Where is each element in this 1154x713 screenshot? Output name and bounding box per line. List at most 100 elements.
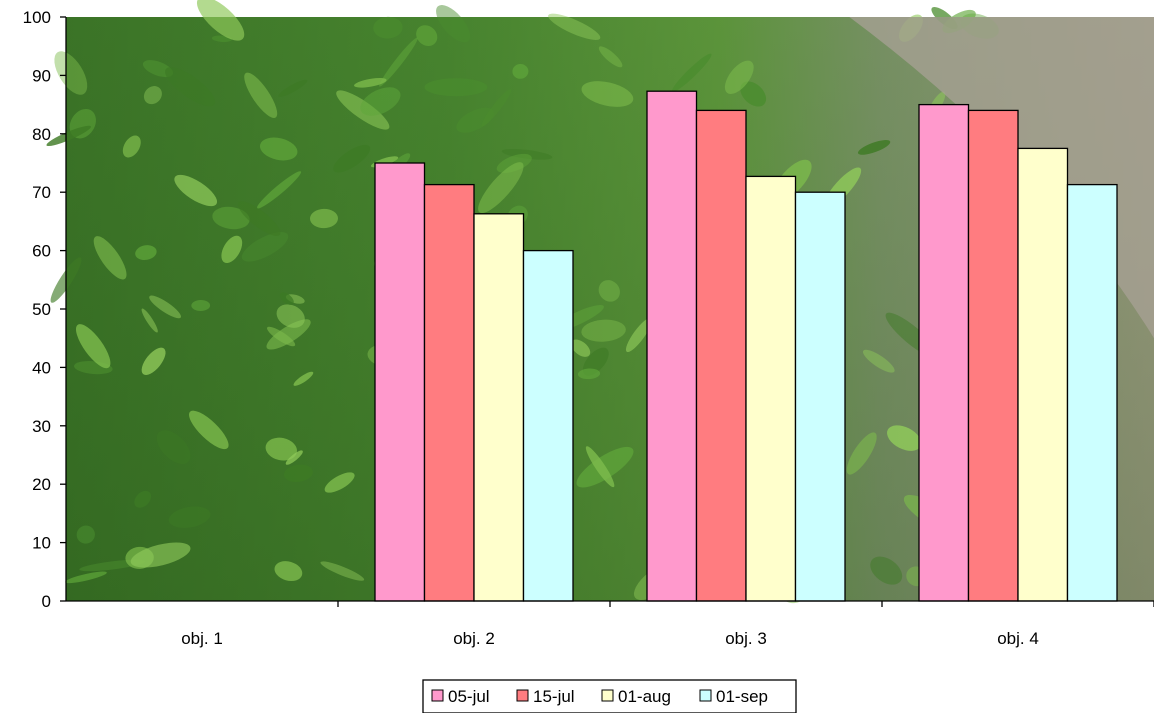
bar-01-sep-obj-3	[794, 191, 846, 602]
leaf-shape	[279, 292, 294, 305]
leaf-shape	[585, 446, 615, 488]
leaf-shape	[598, 280, 620, 302]
bar-15-jul-obj-3	[695, 109, 747, 602]
leaf-shape	[354, 78, 387, 88]
leaf-shape	[265, 437, 298, 461]
leaf-shape	[76, 525, 95, 544]
leaf-shape	[320, 561, 365, 581]
leaf-shape	[274, 561, 303, 582]
leaf-shape	[416, 25, 438, 46]
leaf-shape	[256, 171, 302, 209]
leaf-shape	[54, 51, 88, 95]
legend-label-01-aug: 01-aug	[618, 687, 671, 706]
leaf-shape	[548, 13, 601, 40]
leaf-shape	[196, 0, 245, 41]
leaf-shape	[168, 506, 211, 528]
leaf-shape	[333, 144, 371, 173]
bar-01-aug-obj-3	[745, 175, 797, 602]
leaf-shape	[122, 135, 141, 158]
leaf-shape	[293, 371, 314, 386]
bar-05-jul-obj-3	[646, 90, 698, 602]
bar-01-sep-obj-2	[522, 249, 574, 602]
leaf-shape	[570, 339, 591, 357]
leaf-shape	[724, 60, 754, 95]
leaf-shape	[324, 472, 355, 493]
leaf-shape	[862, 349, 895, 373]
legend: 05-jul 15-jul 01-aug 01-sep	[422, 679, 797, 713]
y-tick-label: 0	[42, 592, 51, 611]
legend-label-15-jul: 15-jul	[533, 687, 575, 706]
leaf-shape	[283, 464, 313, 482]
leaf-shape	[496, 153, 532, 173]
bar-01-aug-obj-4	[1017, 147, 1069, 602]
leaf-shape	[672, 53, 712, 92]
y-tick-label: 60	[32, 242, 51, 261]
leaf-shape	[244, 72, 278, 118]
leaf-shape	[278, 79, 308, 97]
leaf-shape	[189, 410, 229, 450]
leaf-shape	[165, 67, 216, 107]
leaf-shape	[156, 430, 191, 464]
y-tick-label: 70	[32, 183, 51, 202]
leaf-shape	[625, 317, 652, 353]
leaf-shape	[191, 299, 211, 312]
leaf-shape	[360, 87, 401, 116]
leaf-shape	[501, 148, 553, 160]
leaf-shape	[870, 556, 903, 585]
bar-15-jul-obj-2	[423, 183, 475, 602]
leaf-shape	[310, 208, 338, 229]
leaf-shape	[285, 450, 303, 465]
bars-group	[374, 90, 1118, 602]
y-tick-label: 40	[32, 358, 51, 377]
leaf-shape	[857, 140, 891, 155]
bar-15-jul-obj-4	[967, 109, 1019, 602]
leaf-shape	[740, 81, 767, 107]
legend-label-01-sep: 01-sep	[716, 687, 768, 706]
leaf-shape	[581, 319, 626, 342]
leaf-shape	[65, 571, 107, 584]
leaf-shape	[93, 236, 127, 280]
y-tick-label: 20	[32, 475, 51, 494]
x-category-label: obj. 1	[181, 629, 223, 648]
leaf-shape	[143, 86, 162, 105]
leaf-shape	[379, 37, 418, 87]
leaf-shape	[212, 206, 250, 230]
x-category-labels: obj. 1 obj. 2 obj. 3 obj. 4	[181, 629, 1039, 648]
leaf-shape	[266, 319, 311, 350]
y-tick-labels: 0 10 20 30 40 50 60 70 80 90 100	[23, 8, 51, 611]
y-tick-label: 90	[32, 66, 51, 85]
leaf-shape	[141, 308, 158, 333]
leaf-shape	[373, 16, 403, 39]
leaf-shape	[130, 542, 191, 568]
leaf-shape	[887, 425, 922, 451]
legend-swatch-15-jul	[516, 689, 529, 702]
leaf-shape	[581, 81, 634, 107]
y-tick-label: 30	[32, 417, 51, 436]
leaf-shape	[174, 174, 218, 207]
leaf-shape	[481, 89, 512, 127]
bar-05-jul-obj-2	[374, 162, 426, 602]
legend-swatch-05-jul	[431, 689, 444, 702]
x-category-label: obj. 2	[453, 629, 495, 648]
y-tick-label: 80	[32, 125, 51, 144]
leaf-shape	[276, 304, 305, 328]
leaf-shape	[149, 295, 182, 319]
leaf-shape	[237, 201, 281, 236]
leaf-shape	[456, 107, 494, 133]
leaf-shape	[846, 432, 877, 475]
leaf-shape	[598, 46, 623, 68]
legend-swatch-01-sep	[699, 689, 712, 702]
leaf-shape	[141, 347, 166, 375]
leaf-shape	[46, 125, 91, 147]
leaf-shape	[135, 245, 157, 261]
leaf-shape	[259, 137, 298, 161]
x-category-label: obj. 3	[725, 629, 767, 648]
y-tick-label: 10	[32, 534, 51, 553]
bar-05-jul-obj-4	[918, 103, 970, 602]
leaf-shape	[75, 324, 111, 369]
leaf-shape	[512, 63, 529, 79]
leaf-shape	[577, 368, 601, 380]
x-category-label: obj. 4	[997, 629, 1039, 648]
axes-group	[60, 16, 1154, 607]
